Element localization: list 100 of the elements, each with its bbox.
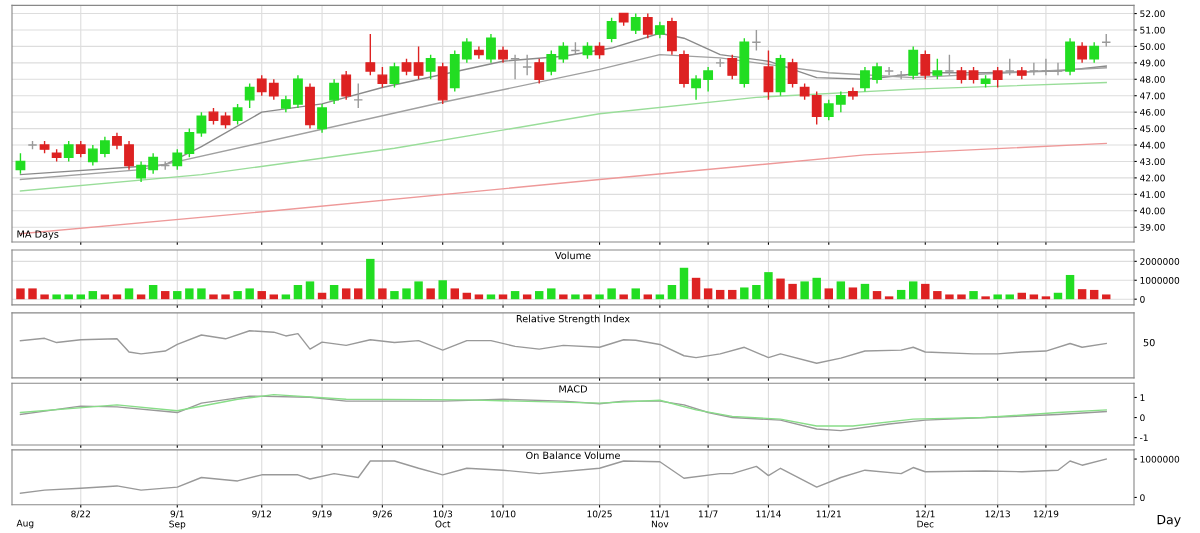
bar	[112, 294, 122, 300]
candlestick	[630, 12, 641, 35]
candlestick	[99, 136, 110, 159]
line-series	[19, 53, 1107, 181]
y-tick-label: 2000000	[1140, 258, 1180, 265]
y-tick-label: 52.00	[1140, 10, 1165, 18]
bar	[426, 288, 435, 300]
y-tick-label: 1000000	[1140, 277, 1180, 284]
candlestick	[546, 49, 557, 76]
bar	[40, 294, 49, 300]
bar	[896, 289, 906, 300]
x-tick-label: 11/14	[756, 510, 781, 518]
x-tick-label: 8/22	[71, 510, 90, 518]
candlestick	[329, 78, 340, 105]
x-tick-label: 12/1 Dec	[916, 510, 935, 528]
bar	[402, 288, 411, 300]
candlestick	[473, 45, 484, 60]
y-tick-label: 44.00	[1140, 141, 1165, 149]
bar	[860, 283, 870, 300]
bar	[824, 288, 833, 300]
bar	[703, 288, 713, 300]
candlestick	[63, 140, 74, 163]
x-tick-label: 9/12	[252, 510, 271, 518]
candlestick	[184, 127, 195, 159]
bar	[378, 288, 387, 300]
bar	[293, 285, 303, 300]
candlestick	[124, 140, 134, 171]
bar	[921, 283, 930, 300]
bar	[872, 291, 882, 300]
bar	[510, 291, 520, 300]
text: 50	[1143, 338, 1155, 347]
y-tick-label: 49.00	[1140, 59, 1165, 67]
candlestick	[823, 99, 834, 122]
bar	[715, 289, 725, 300]
bar	[993, 294, 1002, 300]
bar	[136, 294, 146, 300]
bar	[884, 296, 894, 300]
x-tick-label: 9/26	[372, 510, 392, 518]
candlestick	[389, 62, 400, 89]
y-tick-label: 0	[1140, 494, 1145, 502]
y-tick-label: -1	[1140, 434, 1148, 442]
bar	[1029, 294, 1039, 300]
bar	[16, 288, 25, 300]
bar	[1065, 274, 1075, 300]
bar	[679, 267, 689, 300]
bar	[764, 272, 773, 300]
bar	[88, 291, 98, 300]
bar	[691, 277, 701, 300]
bar	[245, 288, 254, 300]
bar	[848, 287, 858, 300]
bar	[185, 288, 194, 300]
bar	[438, 280, 447, 300]
bar	[945, 294, 954, 300]
bar	[209, 294, 218, 300]
bar	[776, 278, 785, 300]
text: Aug	[16, 519, 34, 529]
line-series	[19, 458, 1107, 494]
bar	[631, 288, 640, 300]
y-tick-label: 50.00	[1140, 43, 1165, 50]
y-tick-label: 46.00	[1140, 108, 1165, 116]
candlestick	[341, 70, 352, 101]
y-tick-label: 39.00	[1140, 223, 1165, 231]
bar	[148, 285, 158, 300]
candlestick	[172, 148, 183, 171]
chart-title: On Balance Volume	[526, 451, 620, 460]
candlestick	[256, 74, 267, 97]
bar	[752, 285, 761, 300]
bar	[981, 296, 990, 300]
candlestick	[413, 45, 424, 80]
bar	[76, 294, 85, 300]
x-tick-label: 10/10	[491, 510, 516, 518]
text: Day	[1157, 515, 1181, 527]
y-tick-label: 0	[1140, 414, 1145, 422]
bar	[124, 288, 134, 300]
bar	[619, 294, 628, 300]
bar	[728, 289, 737, 300]
bar	[933, 291, 942, 300]
candlestick	[196, 111, 207, 138]
bar	[281, 294, 291, 300]
x-tick-label: 11/21	[816, 510, 841, 518]
x-tick-label: 10/25	[587, 510, 612, 518]
bar	[366, 258, 375, 300]
candlestick	[268, 78, 279, 101]
candlestick	[703, 66, 714, 93]
bar	[64, 294, 73, 300]
candlestick	[606, 16, 617, 44]
bar	[1077, 289, 1087, 300]
bar	[740, 287, 749, 300]
x-tick-label: 10/3 Oct	[433, 510, 453, 528]
candlestick	[148, 152, 159, 175]
candlestick	[920, 49, 931, 80]
bar	[390, 291, 399, 300]
candlestick	[558, 41, 569, 64]
candlestick	[136, 160, 147, 183]
x-tick-label: 11/7	[698, 510, 718, 518]
bar	[1005, 294, 1014, 300]
x-tick-label: 12/19	[1033, 510, 1059, 518]
bar	[655, 294, 665, 300]
candlestick	[534, 58, 545, 85]
y-tick-label: 0	[1140, 295, 1145, 303]
